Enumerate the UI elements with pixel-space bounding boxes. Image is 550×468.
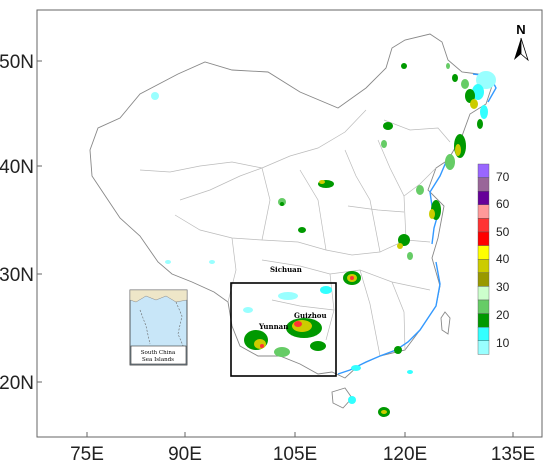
precip-patch bbox=[243, 307, 253, 313]
legend-label: 20 bbox=[496, 308, 510, 322]
hainan-island bbox=[331, 387, 353, 409]
legend-label: 10 bbox=[496, 336, 510, 350]
legend bbox=[477, 163, 490, 355]
precip-patch bbox=[292, 320, 312, 332]
legend-label: 50 bbox=[496, 225, 510, 239]
precip-patch bbox=[294, 321, 302, 327]
x-tick-label: 90E bbox=[168, 444, 202, 465]
south-china-sea-inset: South China Sea Islands bbox=[129, 289, 188, 366]
coastline bbox=[337, 73, 497, 375]
label-sichuan: Sichuan bbox=[270, 265, 302, 274]
precipitation-patches bbox=[151, 63, 496, 417]
y-tick-label: 50N bbox=[0, 52, 34, 73]
precip-patch bbox=[310, 341, 326, 351]
province-borders bbox=[139, 109, 451, 357]
x-tick-label: 135E bbox=[491, 444, 535, 465]
precip-patch bbox=[278, 292, 298, 300]
precip-patch bbox=[381, 410, 387, 414]
precip-patch bbox=[416, 185, 424, 195]
precip-patch bbox=[401, 63, 407, 69]
precip-patch bbox=[446, 63, 450, 69]
precip-patch bbox=[452, 74, 458, 82]
precip-patch bbox=[445, 154, 455, 170]
precip-patch bbox=[480, 105, 488, 119]
inset-label-line1: South China bbox=[141, 350, 176, 356]
china-border bbox=[89, 33, 495, 379]
legend-swatch bbox=[477, 299, 490, 314]
y-tick-label: 30N bbox=[0, 265, 34, 286]
legend-swatch bbox=[477, 218, 490, 233]
precip-patch bbox=[429, 209, 435, 219]
precip-patch bbox=[407, 252, 413, 260]
x-tick-label: 75E bbox=[70, 444, 104, 465]
x-tick-marks bbox=[86, 432, 514, 437]
legend-swatch bbox=[477, 245, 490, 260]
precip-patch bbox=[260, 344, 264, 348]
legend-swatch bbox=[477, 327, 490, 342]
precip-patch bbox=[397, 243, 403, 249]
north-label: N bbox=[516, 22, 525, 37]
precip-patch bbox=[280, 202, 284, 206]
legend-label: 40 bbox=[496, 252, 510, 266]
precip-patch bbox=[209, 260, 215, 264]
study-area-box bbox=[230, 282, 337, 377]
legend-swatch bbox=[477, 272, 490, 287]
precip-patch bbox=[394, 346, 402, 354]
north-arrow-icon: N bbox=[514, 22, 529, 62]
legend-label: 30 bbox=[496, 280, 510, 294]
legend-label: 60 bbox=[496, 197, 510, 211]
precip-patch bbox=[151, 92, 159, 100]
label-yunnan: Yunnan bbox=[258, 322, 288, 331]
precip-patch bbox=[351, 365, 361, 371]
taiwan-island bbox=[440, 311, 451, 335]
precip-patch bbox=[383, 122, 393, 130]
y-tick-label: 40N bbox=[0, 157, 34, 178]
precip-patch bbox=[470, 99, 478, 109]
precip-patch bbox=[319, 180, 325, 184]
precip-patch bbox=[476, 71, 496, 89]
precip-patch bbox=[320, 286, 332, 294]
precip-patch bbox=[350, 276, 354, 280]
legend-swatch bbox=[477, 163, 490, 178]
precip-patch bbox=[254, 339, 266, 349]
precip-patch bbox=[477, 119, 483, 129]
precip-patch bbox=[348, 396, 356, 404]
precip-patch bbox=[274, 347, 290, 357]
legend-label: 70 bbox=[496, 170, 510, 184]
legend-swatch bbox=[477, 340, 490, 355]
x-tick-label: 105E bbox=[273, 444, 317, 465]
label-guizhou: Guizhou bbox=[294, 311, 327, 320]
precip-patch bbox=[398, 234, 410, 246]
map-frame bbox=[36, 9, 543, 438]
legend-swatch bbox=[477, 204, 490, 219]
precip-patch bbox=[298, 227, 306, 233]
precip-patch bbox=[407, 370, 413, 374]
legend-swatch bbox=[477, 177, 490, 192]
precip-patch bbox=[381, 140, 387, 148]
precip-patch bbox=[461, 79, 469, 89]
inset-label-line2: Sea Islands bbox=[142, 357, 174, 363]
x-tick-label: 120E bbox=[383, 444, 427, 465]
legend-swatch bbox=[477, 190, 490, 205]
y-tick-marks bbox=[37, 60, 42, 383]
precip-patch bbox=[165, 260, 171, 264]
legend-swatch bbox=[477, 313, 490, 328]
legend-swatch bbox=[477, 286, 490, 301]
y-tick-label: 20N bbox=[0, 373, 34, 394]
precip-patch bbox=[455, 144, 461, 156]
legend-swatch bbox=[477, 259, 490, 274]
legend-swatch bbox=[477, 231, 490, 246]
